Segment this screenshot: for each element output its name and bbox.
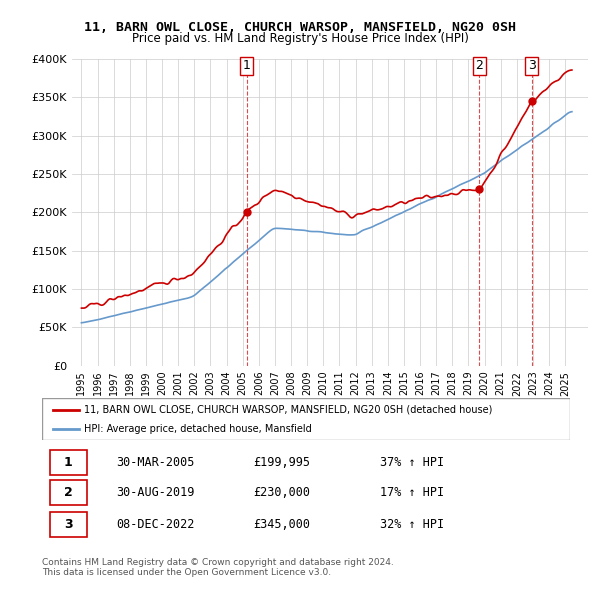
Text: £345,000: £345,000 <box>253 518 310 531</box>
Text: 2: 2 <box>475 59 483 72</box>
Text: 37% ↑ HPI: 37% ↑ HPI <box>380 455 444 468</box>
Text: HPI: Average price, detached house, Mansfield: HPI: Average price, detached house, Mans… <box>84 424 312 434</box>
FancyBboxPatch shape <box>50 480 87 504</box>
Text: £230,000: £230,000 <box>253 486 310 499</box>
Text: 08-DEC-2022: 08-DEC-2022 <box>116 518 194 531</box>
Text: Price paid vs. HM Land Registry's House Price Index (HPI): Price paid vs. HM Land Registry's House … <box>131 32 469 45</box>
Text: Contains HM Land Registry data © Crown copyright and database right 2024.
This d: Contains HM Land Registry data © Crown c… <box>42 558 394 577</box>
Text: 11, BARN OWL CLOSE, CHURCH WARSOP, MANSFIELD, NG20 0SH: 11, BARN OWL CLOSE, CHURCH WARSOP, MANSF… <box>84 21 516 34</box>
FancyBboxPatch shape <box>42 398 570 440</box>
Text: 3: 3 <box>64 518 73 531</box>
Text: 1: 1 <box>64 455 73 468</box>
Text: 17% ↑ HPI: 17% ↑ HPI <box>380 486 444 499</box>
FancyBboxPatch shape <box>50 512 87 537</box>
Text: 32% ↑ HPI: 32% ↑ HPI <box>380 518 444 531</box>
Text: 3: 3 <box>528 59 536 72</box>
Text: £199,995: £199,995 <box>253 455 310 468</box>
FancyBboxPatch shape <box>50 450 87 474</box>
Text: 30-MAR-2005: 30-MAR-2005 <box>116 455 194 468</box>
Text: 11, BARN OWL CLOSE, CHURCH WARSOP, MANSFIELD, NG20 0SH (detached house): 11, BARN OWL CLOSE, CHURCH WARSOP, MANSF… <box>84 405 493 415</box>
Text: 1: 1 <box>242 59 251 72</box>
Text: 30-AUG-2019: 30-AUG-2019 <box>116 486 194 499</box>
Text: 2: 2 <box>64 486 73 499</box>
